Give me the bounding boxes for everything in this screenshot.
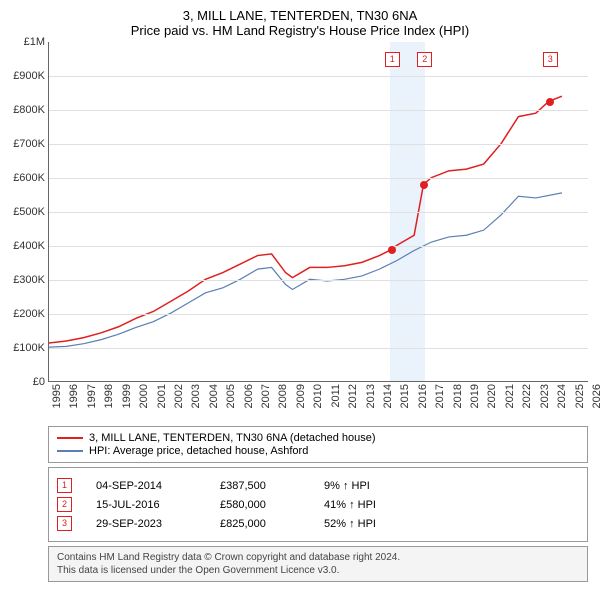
legend-item: HPI: Average price, detached house, Ashf… [57,445,579,457]
x-tick-label: 2019 [469,384,481,408]
x-tick-label: 1996 [68,384,80,408]
x-tick-label: 2011 [330,384,342,408]
sale-delta: 9% ↑ HPI [324,480,370,492]
sale-dot [420,181,428,189]
x-tick-label: 2016 [417,384,429,408]
x-tick-label: 2024 [556,384,568,408]
sales-table: 1 04-SEP-2014 £387,500 9% ↑ HPI 2 15-JUL… [48,467,588,542]
x-tick-label: 2007 [260,384,272,408]
x-tick-label: 1998 [103,384,115,408]
attribution-line: Contains HM Land Registry data © Crown c… [57,551,579,564]
y-tick-label: £600K [1,172,45,184]
x-tick-label: 2000 [138,384,150,408]
sale-date: 04-SEP-2014 [96,480,196,492]
x-tick-label: 2010 [312,384,324,408]
y-tick-label: £200K [1,308,45,320]
x-tick-label: 2002 [173,384,185,408]
sale-price: £580,000 [220,499,300,511]
chart-container: 3, MILL LANE, TENTERDEN, TN30 6NA Price … [0,0,600,582]
x-tick-label: 2005 [225,384,237,408]
sale-delta: 41% ↑ HPI [324,499,376,511]
sale-marker-label: 1 [385,52,400,67]
sale-marker: 2 [57,497,72,512]
x-tick-label: 2004 [208,384,220,408]
sale-row: 2 15-JUL-2016 £580,000 41% ↑ HPI [57,497,579,512]
sale-delta: 52% ↑ HPI [324,518,376,530]
x-tick-label: 2013 [365,384,377,408]
sale-dot [546,98,554,106]
series-price_paid [49,96,562,343]
legend: 3, MILL LANE, TENTERDEN, TN30 6NA (detac… [48,426,588,463]
x-tick-label: 2017 [434,384,446,408]
sale-dot [388,246,396,254]
x-tick-label: 1999 [121,384,133,408]
x-tick-label: 2001 [156,384,168,408]
x-tick-label: 2008 [277,384,289,408]
x-tick-label: 2015 [399,384,411,408]
y-tick-label: £400K [1,240,45,252]
legend-swatch [57,450,83,452]
sale-price: £387,500 [220,480,300,492]
x-tick-label: 2025 [574,384,586,408]
sale-marker-label: 3 [543,52,558,67]
x-tick-label: 2009 [295,384,307,408]
y-tick-label: £1M [1,36,45,48]
x-tick-label: 2012 [347,384,359,408]
sale-date: 29-SEP-2023 [96,518,196,530]
y-tick-label: £900K [1,70,45,82]
chart-subtitle: Price paid vs. HM Land Registry's House … [0,23,600,42]
y-tick-label: £700K [1,138,45,150]
sale-row: 1 04-SEP-2014 £387,500 9% ↑ HPI [57,478,579,493]
sale-marker: 3 [57,516,72,531]
sale-marker: 1 [57,478,72,493]
y-tick-label: £500K [1,206,45,218]
x-tick-label: 2022 [521,384,533,408]
x-tick-label: 1997 [86,384,98,408]
sale-marker-label: 2 [417,52,432,67]
x-tick-label: 2023 [539,384,551,408]
x-tick-label: 2026 [591,384,600,408]
x-tick-label: 2018 [452,384,464,408]
x-tick-label: 2014 [382,384,394,408]
plot-area: £0£100K£200K£300K£400K£500K£600K£700K£80… [48,42,588,382]
x-axis-labels: 1995 1996 1997 1998 1999 2000 2001 2002 2003 2004… [48,382,588,420]
y-tick-label: £0 [1,376,45,388]
attribution: Contains HM Land Registry data © Crown c… [48,546,588,582]
chart-title: 3, MILL LANE, TENTERDEN, TN30 6NA [0,0,600,23]
x-tick-label: 2003 [190,384,202,408]
y-tick-label: £800K [1,104,45,116]
x-tick-label: 2006 [243,384,255,408]
legend-label: HPI: Average price, detached house, Ashf… [89,445,308,457]
x-tick-label: 1995 [51,384,63,408]
legend-label: 3, MILL LANE, TENTERDEN, TN30 6NA (detac… [89,432,376,444]
legend-item: 3, MILL LANE, TENTERDEN, TN30 6NA (detac… [57,432,579,444]
attribution-line: This data is licensed under the Open Gov… [57,564,579,577]
sale-row: 3 29-SEP-2023 £825,000 52% ↑ HPI [57,516,579,531]
y-tick-label: £100K [1,342,45,354]
sale-date: 15-JUL-2016 [96,499,196,511]
sale-price: £825,000 [220,518,300,530]
legend-swatch [57,437,83,439]
y-tick-label: £300K [1,274,45,286]
x-tick-label: 2020 [486,384,498,408]
x-tick-label: 2021 [504,384,516,408]
